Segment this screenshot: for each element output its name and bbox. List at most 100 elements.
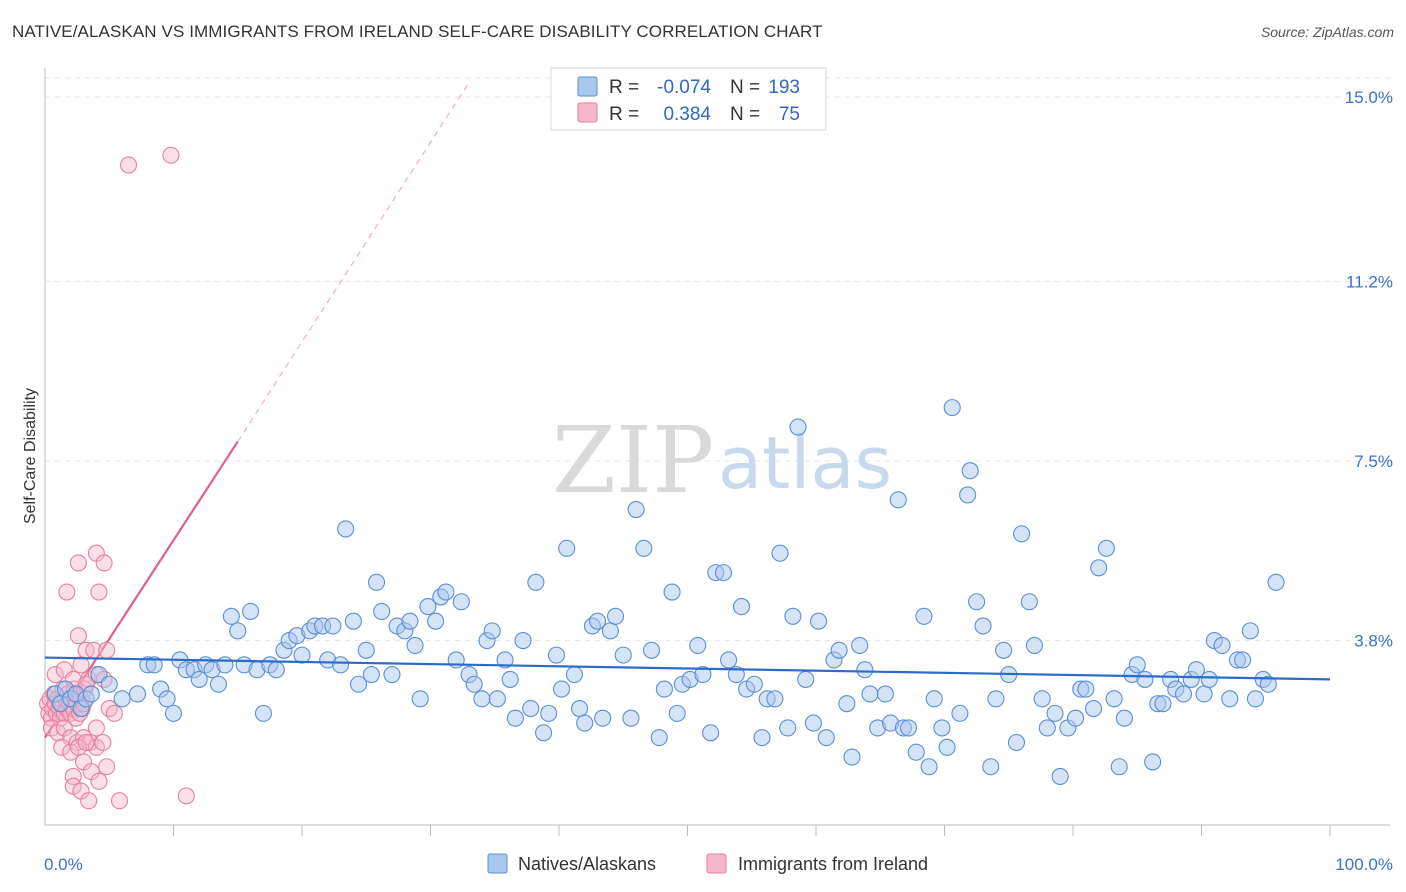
data-point-ireland xyxy=(90,772,108,790)
data-point-native xyxy=(1038,719,1056,737)
data-point-native xyxy=(437,583,455,601)
data-point-native xyxy=(401,612,419,630)
data-point-native xyxy=(576,714,594,732)
data-point-native xyxy=(522,699,540,718)
data-point-native xyxy=(242,602,260,621)
data-point-native xyxy=(1067,709,1085,727)
data-point-ireland xyxy=(64,767,82,786)
data-point-native xyxy=(907,743,925,761)
data-point-native xyxy=(614,646,632,664)
data-point-ireland xyxy=(53,738,71,756)
data-point-native xyxy=(601,622,619,640)
data-point-native xyxy=(915,607,933,625)
data-point-ireland xyxy=(94,733,112,752)
data-point-native xyxy=(968,593,986,611)
legend-n-value-2: 75 xyxy=(779,104,800,125)
data-point-native xyxy=(1128,656,1146,674)
data-point-native xyxy=(349,675,368,693)
data-point-native xyxy=(367,573,386,591)
data-point-native xyxy=(594,709,612,727)
data-point-native xyxy=(357,641,375,659)
data-point-native xyxy=(771,544,789,562)
data-point-native xyxy=(745,675,763,693)
data-point-ireland xyxy=(46,665,64,684)
stats-legend: R = -0.074 N = 193 R = 0.384 N = 75 xyxy=(550,67,827,131)
y-tick-label: 7.5% xyxy=(1354,452,1393,471)
data-point-native xyxy=(1077,680,1095,698)
data-point-native xyxy=(830,641,848,659)
data-point-native xyxy=(1195,685,1213,703)
legend-n-value-1: 193 xyxy=(768,77,800,98)
data-point-native xyxy=(267,661,285,679)
data-point-native xyxy=(452,593,470,611)
series-natives-alaskans xyxy=(46,399,1285,786)
data-point-native xyxy=(925,690,943,708)
legend-swatch-pink xyxy=(577,102,598,123)
data-point-native xyxy=(727,665,745,684)
data-point-native xyxy=(974,617,992,635)
data-point-native xyxy=(465,675,483,693)
data-point-native xyxy=(856,661,874,679)
data-point-ireland xyxy=(162,146,180,164)
data-point-native xyxy=(606,607,625,625)
series-legend: Natives/Alaskans Immigrants from Ireland xyxy=(487,853,928,874)
data-point-native xyxy=(419,598,437,616)
data-point-native xyxy=(689,636,707,654)
y-tick-label: 3.8% xyxy=(1354,632,1393,651)
data-point-native xyxy=(1115,709,1133,727)
data-point-ireland xyxy=(98,641,116,659)
data-point-native xyxy=(1033,690,1051,708)
data-point-native xyxy=(951,704,969,722)
data-point-native xyxy=(535,724,553,742)
bottom-legend-swatch-pink xyxy=(706,853,727,874)
data-point-ireland xyxy=(105,704,123,722)
data-point-native xyxy=(1136,670,1154,688)
legend-r-value-1: -0.074 xyxy=(657,77,711,98)
bottom-legend-swatch-blue xyxy=(487,853,508,874)
data-point-native xyxy=(1144,753,1162,771)
data-point-native xyxy=(216,656,234,674)
data-point-ireland xyxy=(55,719,73,737)
data-point-native xyxy=(1110,758,1128,776)
data-point-native xyxy=(810,612,828,630)
data-point-native xyxy=(1246,690,1265,708)
x-tick-label: 100.0% xyxy=(1335,855,1393,874)
data-point-native xyxy=(1013,525,1031,543)
legend-swatch-blue xyxy=(577,76,598,97)
watermark-zip: ZIP xyxy=(552,407,714,514)
data-point-native xyxy=(496,651,514,669)
data-point-native xyxy=(406,636,424,654)
data-point-native xyxy=(571,699,589,718)
data-point-ireland xyxy=(95,554,113,572)
data-point-native xyxy=(995,641,1013,659)
data-point-native xyxy=(1241,622,1259,640)
data-point-native xyxy=(483,622,501,640)
data-point-native xyxy=(331,656,350,674)
data-point-native xyxy=(113,690,131,708)
data-point-native xyxy=(501,670,519,688)
data-point-ireland xyxy=(177,787,195,805)
data-point-native xyxy=(190,670,208,688)
data-point-native xyxy=(588,612,607,630)
data-point-native xyxy=(473,690,491,708)
data-point-native xyxy=(344,612,362,630)
data-point-native xyxy=(779,719,797,737)
bottom-legend-label-1: Natives/Alaskans xyxy=(518,854,656,874)
y-axis-title: Self-Care Disability xyxy=(22,388,39,524)
data-point-native xyxy=(1259,675,1277,693)
data-point-ireland xyxy=(100,699,118,718)
data-point-native xyxy=(553,680,571,698)
data-point-native xyxy=(920,758,938,776)
data-point-native xyxy=(797,670,815,688)
data-point-native xyxy=(943,399,961,417)
data-point-native xyxy=(337,520,355,538)
data-point-native xyxy=(547,646,565,664)
legend-r-value-2: 0.384 xyxy=(663,104,711,125)
data-point-native xyxy=(362,665,380,684)
data-point-native xyxy=(1007,733,1026,752)
legend-r-label-2: R = xyxy=(609,104,639,125)
y-tick-labels: 3.8% 7.5% 11.2% 15.0% xyxy=(1345,88,1393,651)
data-point-native xyxy=(642,641,661,659)
data-point-native xyxy=(655,680,673,698)
data-point-native xyxy=(627,500,645,519)
